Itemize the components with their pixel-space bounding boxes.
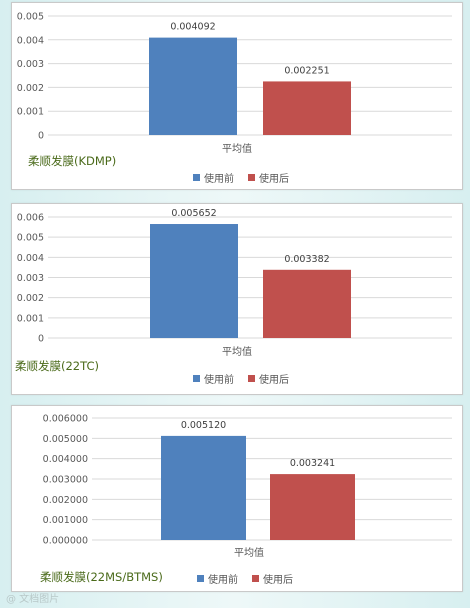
x-category-label: 平均值 <box>222 142 252 155</box>
bar-before <box>149 37 237 136</box>
legend-swatch-before <box>193 174 200 181</box>
y-tick-label: 0.005 <box>17 233 44 244</box>
data-label: 0.005120 <box>181 420 226 431</box>
bar-after <box>270 474 355 540</box>
bar-after <box>263 81 351 135</box>
data-label: 0.005652 <box>171 208 216 219</box>
y-tick-label: 0.001000 <box>43 515 88 526</box>
y-tick-label: 0.006000 <box>43 414 88 425</box>
legend-label-after: 使用后 <box>259 174 289 185</box>
legend-swatch-after <box>248 174 255 181</box>
bar-chart-22tc: 0 0.001 0.002 0.003 0.004 0.005 0.006 0.005652 0… <box>17 208 452 358</box>
bar-chart-kdmp: 0 0.001 0.002 0.003 0.004 0.005 0.004092 0.0022… <box>17 12 452 155</box>
legend: 使用前 使用后 <box>197 571 293 586</box>
y-tick-label: 0.002000 <box>43 495 88 506</box>
legend-label-before: 使用前 <box>204 375 234 386</box>
legend-swatch-before <box>197 575 204 582</box>
y-tick-label: 0.004 <box>17 35 44 46</box>
watermark: @ 文档图片 <box>6 594 60 605</box>
y-tick-label: 0.002 <box>17 83 44 94</box>
y-tick-label: 0.002 <box>17 293 44 304</box>
y-tick-label: 0.005000 <box>43 434 88 445</box>
legend: 使用前 使用后 <box>193 371 289 386</box>
legend-label-before: 使用前 <box>208 575 238 586</box>
chart-title: 柔顺发膜(22MS/BTMS) <box>40 570 163 584</box>
y-tick-label: 0.001 <box>17 313 44 324</box>
y-tick-label: 0.003 <box>17 59 44 70</box>
legend-label-after: 使用后 <box>263 575 293 586</box>
bar-chart-22ms-btms: 0.000000 0.001000 0.002000 0.003000 0.004000… <box>43 414 452 559</box>
chart-title: 柔顺发膜(KDMP) <box>28 154 117 168</box>
legend-label-before: 使用前 <box>204 174 234 185</box>
y-tick-label: 0.003000 <box>43 475 88 486</box>
legend-swatch-before <box>193 375 200 382</box>
legend-swatch-after <box>252 575 259 582</box>
chart-panel-kdmp: 0 0.001 0.002 0.003 0.004 0.005 0.004092 0.0022… <box>11 2 463 190</box>
y-tick-label: 0.000000 <box>43 536 88 547</box>
data-label: 0.002251 <box>284 65 329 76</box>
chart-title: 柔顺发膜(22TC) <box>15 359 99 373</box>
bar-before <box>150 224 238 338</box>
y-tick-label: 0.004 <box>17 253 44 264</box>
y-tick-label: 0.006 <box>17 213 44 224</box>
data-label: 0.003382 <box>284 254 329 265</box>
legend-label-after: 使用后 <box>259 375 289 386</box>
y-tick-label: 0 <box>38 131 44 142</box>
legend-swatch-after <box>248 375 255 382</box>
legend: 使用前 使用后 <box>193 170 289 185</box>
y-tick-label: 0.004000 <box>43 454 88 465</box>
data-label: 0.003241 <box>290 458 335 469</box>
chart-panel-22tc: 0 0.001 0.002 0.003 0.004 0.005 0.006 0.005652 0… <box>11 203 463 395</box>
chart-panel-22ms-btms: 0.000000 0.001000 0.002000 0.003000 0.004000… <box>11 405 463 592</box>
y-tick-label: 0.005 <box>17 12 44 23</box>
x-category-label: 平均值 <box>222 345 252 358</box>
y-tick-label: 0.003 <box>17 273 44 284</box>
x-category-label: 平均值 <box>234 546 264 559</box>
bar-before <box>161 435 246 540</box>
data-label: 0.004092 <box>170 22 215 33</box>
y-tick-label: 0 <box>38 334 44 345</box>
bar-after <box>263 269 351 338</box>
y-tick-label: 0.001 <box>17 107 44 118</box>
